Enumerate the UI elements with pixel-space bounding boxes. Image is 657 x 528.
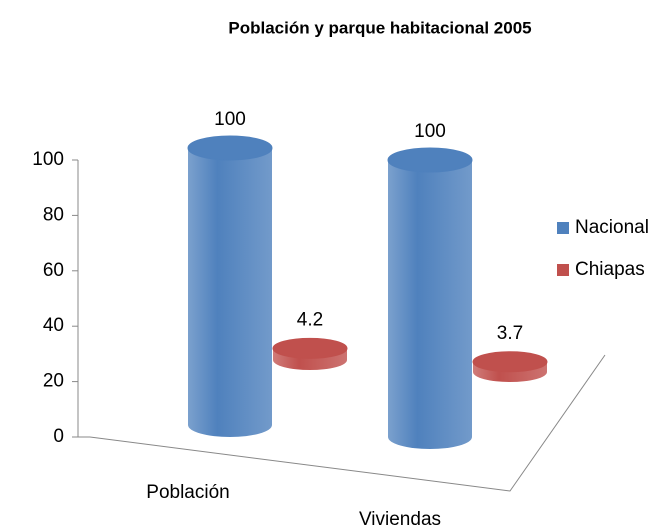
y-tick-label: 60 <box>43 260 64 281</box>
data-label: 100 <box>214 109 246 130</box>
chart-title: Población y parque habitacional 2005 <box>228 18 531 37</box>
data-label: 4.2 <box>297 309 323 330</box>
floor-edge <box>89 354 606 492</box>
cylinder-top <box>272 337 348 359</box>
cylinder-top <box>472 351 548 373</box>
y-tick-label: 100 <box>32 149 64 170</box>
y-tick-label: 20 <box>43 371 64 392</box>
legend-label: Nacional <box>575 217 649 238</box>
cylinder <box>388 160 472 449</box>
legend-swatch <box>557 222 569 234</box>
y-tick-label: 40 <box>43 315 64 336</box>
x-tick-label: Viviendas <box>359 509 441 528</box>
legend-label: Chiapas <box>575 259 645 280</box>
x-tick-label: Población <box>146 482 229 503</box>
y-tick-label: 80 <box>43 204 64 225</box>
cylinder-top <box>187 135 273 161</box>
legend-swatch <box>557 264 569 276</box>
data-label: 3.7 <box>497 323 523 344</box>
data-label: 100 <box>414 121 446 142</box>
cylinder-top <box>387 147 473 173</box>
cylinder <box>188 148 272 437</box>
y-tick-label: 0 <box>53 426 64 447</box>
